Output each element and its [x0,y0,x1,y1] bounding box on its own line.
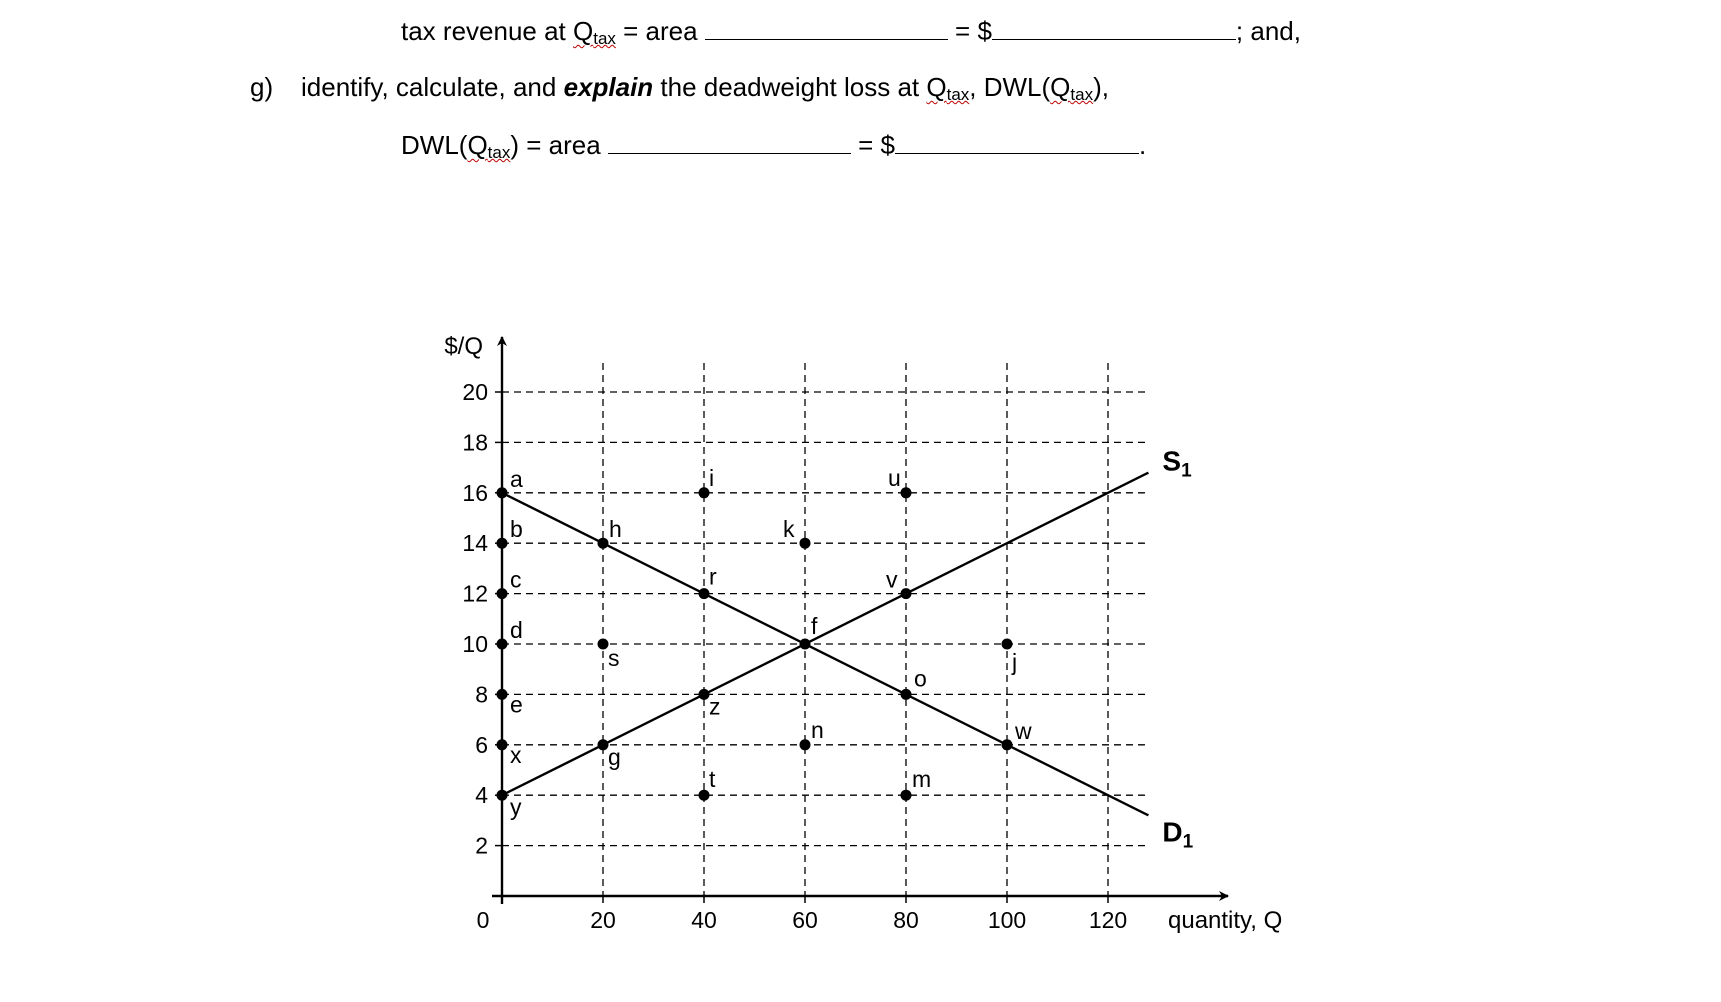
x-tick-label: 60 [792,907,818,933]
point-r [698,588,710,600]
point-z [698,688,710,700]
origin-label: 0 [477,907,490,933]
point-t [698,789,710,801]
question-g-part1: identify, calculate, and [301,72,564,102]
labels: 2 4 6 8 10 12 14 16 18 20 20 40 60 80 100 120 $/Q quantit… [444,333,1282,934]
tax-revenue-equals: = $ [947,16,992,46]
dwl-area-blank[interactable] [607,131,851,154]
point-label-e: e [510,691,523,717]
point-x [496,739,508,751]
curve-label-d: D1 [1162,816,1193,852]
curve-label-s: S1 [1162,446,1192,482]
point-n [799,739,811,751]
point-label-i: i [709,465,714,491]
point-label-n: n [811,717,824,743]
x-tick-label: 40 [691,907,717,933]
point-o [900,688,912,700]
question-g-emphasis: explain [563,72,654,102]
point-label-d: d [510,617,523,643]
y-tick-label: 16 [462,480,488,506]
q-tax-symbol: Qtax [1050,72,1094,104]
point-label-f: f [811,613,818,639]
point-g [597,739,609,751]
y-tick-label: 18 [462,429,488,455]
y-tick-label: 8 [475,681,488,707]
q-tax-symbol: Qtax [573,16,616,48]
x-tick-label: 20 [590,907,616,933]
tax-revenue-lead: tax revenue at [401,16,573,46]
point-v [900,588,912,600]
x-tick-label: 100 [988,907,1026,933]
point-label-u: u [888,465,901,491]
point-label-o: o [914,665,927,691]
dwl-lead: DWL( [401,130,468,160]
point-label-w: w [1014,718,1032,744]
point-h [597,537,609,549]
question-g-label: g) [250,72,274,102]
dwl-line: DWL(Qtax) = area = $. [401,130,1146,168]
y-tick-label: 10 [462,631,488,657]
point-f [799,638,811,650]
point-label-b: b [510,516,523,542]
x-axis-label: quantity, Q [1168,907,1282,934]
point-label-c: c [510,567,522,593]
dwl-area-label: ) = area [510,130,608,160]
y-axis-label: $/Q [444,333,483,360]
grid [502,363,1150,896]
point-label-g: g [608,744,621,770]
y-tick-label: 6 [475,732,488,758]
point-label-h: h [609,516,622,542]
point-j [1001,638,1013,650]
y-tick-label: 20 [462,379,488,405]
point-label-v: v [886,567,898,593]
point-label-y: y [510,794,522,820]
point-label-x: x [510,742,522,768]
point-label-k: k [783,516,795,542]
point-label-r: r [709,564,717,590]
point-label-t: t [709,766,716,792]
point-w [1001,739,1013,751]
y-tick-label: 2 [475,833,488,859]
curve-d1 [501,491,1149,817]
point-label-m: m [912,766,931,792]
y-tick-label: 4 [475,782,488,808]
point-e [496,688,508,700]
points [496,487,1013,801]
tax-revenue-amount-blank[interactable] [991,17,1236,40]
point-s [597,638,609,650]
point-c [496,588,508,600]
dwl-tail: . [1139,130,1147,160]
dwl-equals: = $ [850,130,896,160]
point-k [799,537,811,549]
point-d [496,638,508,650]
point-m [900,789,912,801]
point-b [496,537,508,549]
question-g-part3: , DWL( [969,72,1051,102]
question-g-line: g) identify, calculate, and explain the d… [250,72,1109,110]
x-tick-label: 120 [1089,907,1127,933]
y-tick-label: 14 [462,530,488,556]
point-label-s: s [608,645,620,671]
point-y [496,789,508,801]
dwl-amount-blank[interactable] [895,131,1140,154]
y-tick-label: 12 [462,581,488,607]
q-tax-symbol: Qtax [467,130,511,162]
x-tick-label: 80 [893,907,919,933]
q-tax-symbol: Qtax [926,72,970,104]
point-a [496,487,508,499]
tax-revenue-area-label: = area [615,16,705,46]
point-i [698,487,710,499]
tax-revenue-line: tax revenue at Qtax = area = $ ; and, [401,16,1301,54]
tax-revenue-tail: ; and, [1235,16,1301,46]
curve-s1 [501,471,1149,797]
tax-revenue-area-blank[interactable] [704,17,948,40]
point-label-a: a [510,466,523,492]
curves [501,471,1149,817]
point-label-z: z [709,693,721,719]
point-u [900,487,912,499]
question-g-part4: ), [1093,72,1109,102]
point-label-j: j [1011,649,1017,675]
question-g-part2: the deadweight loss at [653,72,927,102]
